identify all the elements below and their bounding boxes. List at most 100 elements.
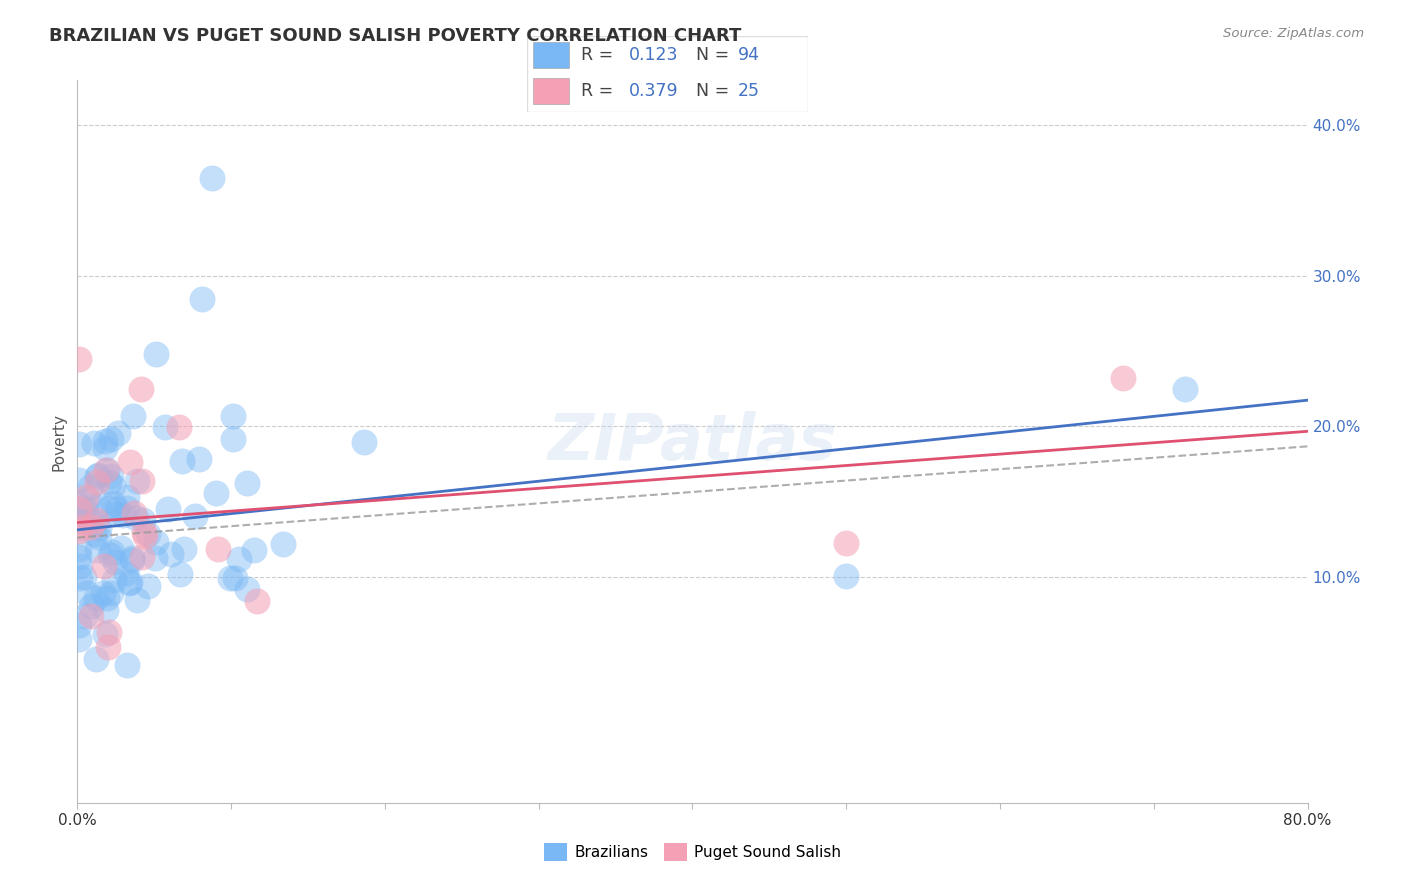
Point: [112, 508, 135, 523]
Text: N =: N =: [696, 82, 730, 100]
Point: [76, 492, 98, 507]
Point: [205, 486, 228, 500]
Point: [1112, 371, 1135, 385]
Text: 0.123: 0.123: [628, 45, 678, 63]
Point: [73, 508, 96, 522]
Point: [118, 575, 141, 590]
Point: [117, 500, 139, 515]
Point: [96, 463, 118, 477]
Point: [201, 171, 224, 186]
Point: [76, 585, 98, 599]
Point: [243, 543, 266, 558]
Point: [145, 347, 167, 361]
Text: R =: R =: [581, 45, 613, 63]
Point: [157, 501, 180, 516]
Point: [228, 551, 250, 566]
Point: [136, 527, 159, 541]
Point: [70, 515, 93, 529]
Point: [129, 382, 152, 396]
Point: [222, 432, 245, 446]
Point: [120, 454, 142, 468]
Legend: Brazilians, Puget Sound Salish: Brazilians, Puget Sound Salish: [537, 837, 848, 867]
Text: BRAZILIAN VS PUGET SOUND SALISH POVERTY CORRELATION CHART: BRAZILIAN VS PUGET SOUND SALISH POVERTY …: [49, 27, 741, 45]
Text: 94: 94: [738, 45, 761, 63]
Point: [80, 520, 103, 534]
Point: [221, 409, 243, 424]
Point: [84, 591, 107, 605]
Point: [145, 535, 167, 549]
Point: [70, 519, 93, 533]
Point: [70, 514, 93, 528]
Point: [101, 479, 124, 493]
Point: [271, 537, 294, 551]
Text: 25: 25: [738, 82, 761, 100]
Point: [172, 454, 194, 468]
Point: [120, 574, 142, 589]
Point: [100, 469, 122, 483]
Point: [83, 515, 105, 529]
Point: [83, 436, 105, 450]
Point: [91, 585, 114, 599]
Point: [207, 542, 229, 557]
Point: [353, 434, 375, 449]
Point: [153, 420, 176, 434]
Point: [67, 542, 90, 557]
Text: 0.379: 0.379: [628, 82, 678, 100]
Point: [131, 513, 153, 527]
Point: [121, 409, 143, 423]
Point: [1174, 382, 1197, 396]
Point: [110, 541, 132, 555]
Point: [235, 582, 257, 596]
Point: [115, 566, 138, 580]
Point: [98, 500, 121, 515]
Point: [105, 507, 128, 521]
Point: [121, 550, 143, 565]
Point: [100, 586, 122, 600]
Point: [69, 571, 91, 585]
Point: [835, 535, 858, 549]
Point: [224, 571, 246, 585]
Point: [93, 558, 115, 573]
Point: [160, 547, 183, 561]
Point: [87, 520, 110, 534]
Point: [100, 432, 122, 446]
Point: [96, 603, 118, 617]
Text: N =: N =: [696, 45, 730, 63]
Point: [125, 474, 148, 488]
Point: [75, 502, 97, 516]
Point: [117, 490, 139, 504]
Y-axis label: Poverty: Poverty: [51, 412, 66, 471]
Point: [101, 496, 124, 510]
Point: [187, 452, 209, 467]
Point: [94, 441, 117, 455]
Point: [84, 652, 107, 666]
Point: [173, 542, 195, 557]
Point: [86, 475, 108, 489]
Point: [143, 550, 166, 565]
Point: [94, 463, 117, 477]
Point: [73, 570, 96, 584]
Point: [97, 475, 120, 490]
Point: [79, 608, 101, 623]
Bar: [533, 78, 569, 104]
Point: [131, 549, 153, 564]
Point: [138, 579, 160, 593]
Point: [67, 474, 90, 488]
Point: [134, 529, 156, 543]
Point: [67, 498, 90, 512]
Point: [67, 524, 90, 538]
Point: [246, 594, 269, 608]
Point: [79, 480, 101, 494]
Point: [96, 591, 118, 606]
Point: [84, 513, 107, 527]
Point: [127, 593, 149, 607]
Text: R =: R =: [581, 82, 613, 100]
Point: [104, 555, 127, 569]
Point: [67, 502, 90, 516]
Point: [169, 566, 191, 581]
Point: [131, 474, 153, 488]
Point: [97, 640, 120, 655]
Point: [98, 625, 121, 640]
Text: ZIPatlas: ZIPatlas: [548, 410, 837, 473]
Point: [75, 609, 97, 624]
